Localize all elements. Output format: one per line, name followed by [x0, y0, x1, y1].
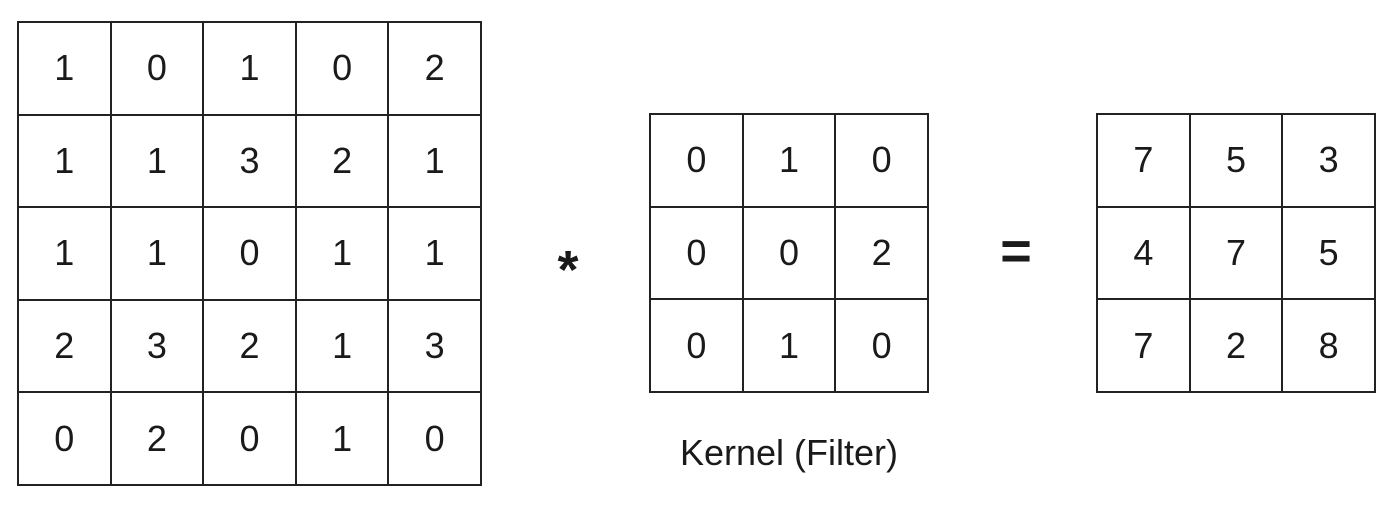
kernel-cell: 0	[651, 300, 744, 393]
input-cell: 1	[389, 115, 482, 209]
input-cell: 2	[19, 300, 112, 394]
output-cell: 8	[1283, 300, 1376, 393]
output-cell: 7	[1098, 300, 1191, 393]
input-cell: 2	[389, 23, 482, 116]
input-cell: 3	[389, 300, 482, 394]
input-cell: 1	[296, 393, 390, 486]
input-cell: 0	[19, 393, 112, 486]
input-cell: 1	[19, 23, 112, 116]
input-cell: 2	[296, 115, 390, 209]
output-cell: 5	[1190, 115, 1284, 208]
input-cell: 1	[111, 115, 205, 209]
input-cell: 3	[204, 115, 297, 209]
input-cell: 0	[111, 23, 205, 116]
kernel-label: Kernel (Filter)	[679, 432, 899, 473]
input-matrix: 1 0 1 0 2 1 1 3 2 1 1 1 0 1 1 2 3 2 1 3 …	[17, 21, 482, 486]
output-cell: 7	[1098, 115, 1191, 208]
input-cell: 1	[296, 300, 390, 394]
output-cell: 7	[1190, 207, 1284, 301]
kernel-cell: 0	[651, 115, 744, 208]
output-matrix: 7 5 3 4 7 5 7 2 8	[1096, 113, 1376, 393]
output-cell: 2	[1190, 300, 1284, 393]
kernel-matrix: 0 1 0 0 0 2 0 1 0	[649, 113, 929, 393]
input-cell: 2	[204, 300, 297, 394]
input-cell: 2	[111, 393, 205, 486]
input-cell: 0	[296, 23, 390, 116]
output-cell: 3	[1283, 115, 1376, 208]
input-cell: 0	[204, 393, 297, 486]
output-cell: 4	[1098, 207, 1191, 301]
kernel-cell: 0	[651, 207, 744, 301]
input-cell: 0	[389, 393, 482, 486]
input-cell: 1	[19, 208, 112, 301]
input-cell: 1	[19, 115, 112, 209]
input-cell: 1	[296, 208, 390, 301]
kernel-cell: 0	[743, 207, 837, 301]
input-cell: 1	[204, 23, 297, 116]
kernel-cell: 0	[836, 300, 929, 393]
convolution-operator: *	[557, 240, 579, 300]
input-cell: 3	[111, 300, 205, 394]
output-cell: 5	[1283, 207, 1376, 301]
kernel-cell: 1	[743, 300, 837, 393]
kernel-cell: 1	[743, 115, 837, 208]
equals-operator: =	[1000, 221, 1032, 281]
input-cell: 0	[204, 208, 297, 301]
input-cell: 1	[389, 208, 482, 301]
kernel-cell: 2	[836, 207, 929, 301]
kernel-cell: 0	[836, 115, 929, 208]
input-cell: 1	[111, 208, 205, 301]
